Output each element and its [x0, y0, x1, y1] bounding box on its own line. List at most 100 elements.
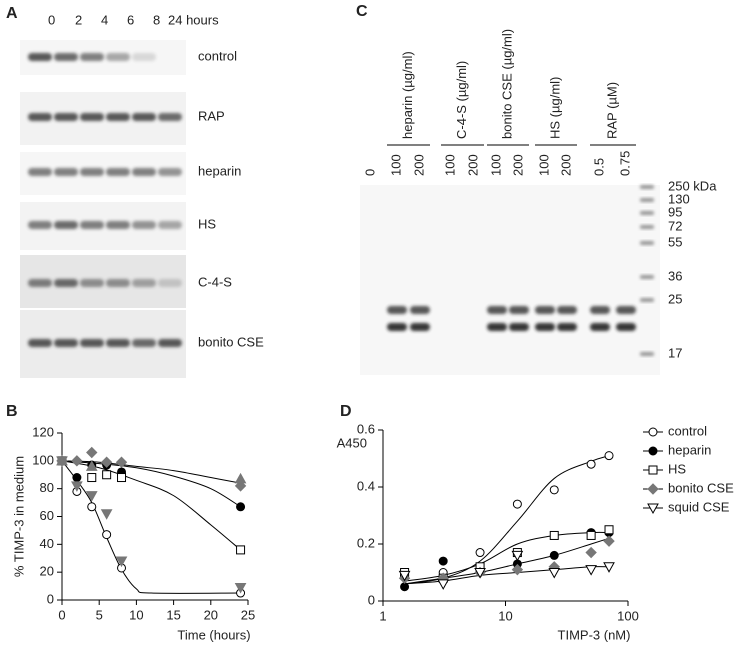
x-tick-label: 15	[166, 607, 180, 622]
lane-label: 0.5	[591, 158, 606, 176]
y-axis-label: % TIMP-3 in medium	[11, 456, 26, 577]
legend-marker	[648, 446, 658, 456]
row-label: C-4-S	[198, 274, 232, 289]
ladder-band	[640, 211, 654, 215]
legend-marker	[648, 427, 658, 437]
x-tick-label: 0	[58, 607, 65, 622]
legend-label: control	[668, 423, 707, 438]
y-tick-label: 20	[40, 564, 54, 579]
ladder-band	[640, 225, 654, 229]
fit-line	[61, 460, 241, 551]
marker	[236, 502, 246, 512]
marker-label: 17	[668, 345, 682, 360]
lane-label: 8	[153, 12, 160, 27]
panel-label: D	[340, 403, 352, 420]
blot-band	[132, 53, 156, 61]
marker	[586, 459, 596, 469]
fit-line	[404, 455, 610, 585]
blot-band	[158, 113, 182, 121]
blot-band	[535, 306, 555, 314]
y-tick-label: 60	[40, 508, 54, 523]
x-tick-label: 20	[204, 607, 218, 622]
blot-band	[158, 339, 182, 347]
x-tick-label: 10	[129, 607, 143, 622]
blot-band	[80, 113, 104, 121]
y-tick-label: 0.6	[357, 421, 375, 436]
row-label: HS	[198, 216, 216, 231]
blot-band	[557, 306, 577, 314]
marker	[102, 470, 112, 480]
ladder-band	[640, 275, 654, 279]
ladder-band	[640, 198, 654, 202]
blot-band	[54, 279, 78, 287]
y-tick-label: 0.2	[357, 535, 375, 550]
blot-band	[28, 113, 52, 121]
y-tick-label: 100	[32, 452, 54, 467]
marker	[603, 562, 615, 573]
blot-band	[106, 279, 130, 287]
blot-band	[132, 221, 156, 229]
marker-label: 250 kDa	[668, 178, 717, 193]
lane-label: 0	[362, 169, 377, 176]
blot-strip	[360, 185, 660, 375]
marker	[604, 451, 614, 461]
lane-label: 100	[488, 154, 503, 176]
blot-band	[106, 168, 130, 176]
marker-label: 130	[668, 191, 690, 206]
marker	[400, 582, 410, 592]
blot-band	[54, 339, 78, 347]
marker	[86, 446, 98, 459]
lane-label: 100	[536, 154, 551, 176]
marker	[87, 473, 97, 483]
blot-band	[54, 53, 78, 61]
row-label: heparin	[198, 163, 241, 178]
marker-label: 25	[668, 291, 682, 306]
row-label: RAP	[198, 108, 225, 123]
legend-label: squid CSE	[668, 499, 730, 514]
fit-line	[404, 566, 610, 585]
marker	[511, 550, 524, 562]
x-axis-label: TIMP-3 (nM)	[558, 627, 631, 642]
legend-marker	[648, 465, 658, 475]
marker	[85, 460, 98, 471]
marker	[234, 582, 247, 594]
marker	[234, 472, 247, 484]
x-tick-label: 100	[617, 608, 639, 623]
marker	[586, 530, 596, 540]
lane-label: 6	[127, 12, 134, 27]
ladder-band	[640, 298, 654, 302]
blot-band	[535, 323, 555, 331]
group-label: C-4-S (µg/ml)	[454, 61, 469, 139]
blot-band	[80, 221, 104, 229]
ladder-band	[640, 185, 654, 189]
lane-label: 0.75	[617, 151, 632, 176]
blot-band	[590, 306, 610, 314]
blot-band	[158, 168, 182, 176]
blot-band	[54, 221, 78, 229]
ladder-band	[640, 352, 654, 356]
marker-label: 36	[668, 268, 682, 283]
blot-band	[28, 221, 52, 229]
marker-label: 72	[668, 218, 682, 233]
panel-label: C	[356, 3, 368, 20]
legend-label: bonito CSE	[668, 480, 734, 495]
marker	[398, 570, 411, 582]
lane-label: 2	[75, 12, 82, 27]
marker	[437, 579, 450, 590]
blot-band	[54, 113, 78, 121]
y-tick-label: 120	[32, 424, 54, 439]
row-label: control	[198, 48, 237, 63]
blot-band	[106, 53, 130, 61]
lane-label: 200	[465, 154, 480, 176]
fit-line	[61, 460, 241, 484]
blot-band	[158, 221, 182, 229]
lane-label: 4	[101, 12, 108, 27]
marker	[72, 473, 82, 483]
blot-band	[132, 113, 156, 121]
marker	[102, 530, 112, 540]
y-tick-label: 0	[47, 591, 54, 606]
blot-band	[132, 168, 156, 176]
lane-label: 0	[48, 12, 55, 27]
blot-band	[387, 306, 407, 314]
